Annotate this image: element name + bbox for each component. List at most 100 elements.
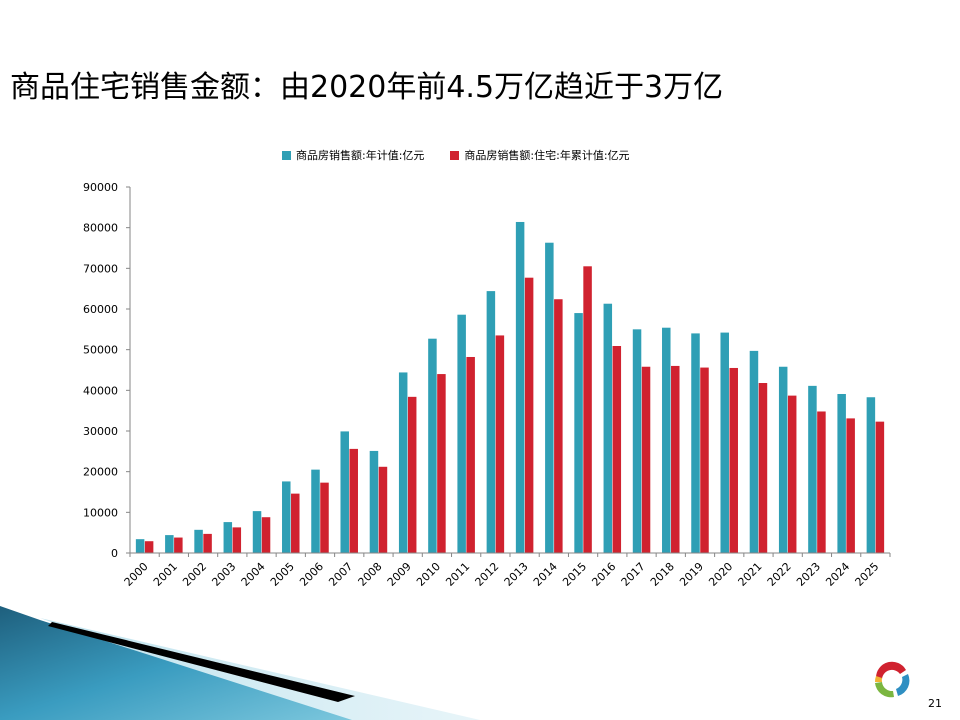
x-tick-label-2024: 2024 [823, 560, 852, 589]
x-tick-label-2016: 2016 [589, 560, 618, 589]
bar-series1-2005 [282, 481, 291, 553]
bar-series1-2024 [837, 393, 846, 553]
decoration-black-stroke [48, 622, 355, 702]
bar-series1-2012 [486, 291, 496, 553]
x-tick-label-2006: 2006 [297, 560, 326, 589]
bar-series2-2003 [232, 527, 242, 553]
x-tick-label-2020: 2020 [706, 560, 735, 589]
x-tick-label-2010: 2010 [414, 560, 443, 589]
x-tick-label-2008: 2008 [356, 560, 385, 589]
bar-series1-2017 [632, 329, 642, 553]
bar-series2-2006 [320, 482, 329, 553]
y-tick-label-0: 0 [111, 547, 118, 560]
slide-title: 商品住宅销售金额：由2020年前4.5万亿趋近于3万亿 [10, 70, 724, 105]
x-tick-label-2017: 2017 [619, 560, 648, 589]
y-tick-label-40000: 40000 [83, 384, 118, 397]
company-logo [874, 661, 910, 698]
x-tick-label-2003: 2003 [209, 560, 238, 589]
bar-series2-2008 [378, 466, 388, 553]
bar-series2-2025 [875, 421, 885, 553]
bar-series2-2018 [671, 365, 680, 553]
x-tick-label-2004: 2004 [239, 560, 268, 589]
y-tick-label-10000: 10000 [83, 506, 118, 519]
bar-series2-2021 [758, 383, 768, 553]
bar-series1-2003 [223, 522, 233, 553]
x-tick-label-2009: 2009 [385, 560, 414, 589]
bar-series2-2002 [203, 533, 212, 553]
bar-series1-2008 [369, 450, 379, 553]
bar-series1-2018 [662, 327, 671, 553]
logo-teal-arc [896, 674, 910, 696]
bar-series1-2002 [194, 529, 203, 553]
x-tick-label-2022: 2022 [765, 560, 794, 589]
bar-series1-2023 [808, 385, 817, 553]
x-tick-label-2000: 2000 [122, 560, 151, 589]
logo-yellow-arc [874, 676, 882, 682]
y-tick-label-80000: 80000 [83, 222, 118, 235]
bar-series1-2011 [457, 314, 466, 553]
y-tick-label-50000: 50000 [83, 344, 118, 357]
y-tick-label-70000: 70000 [83, 262, 118, 275]
legend-label-series2: 商品房销售额:住宅:年累计值:亿元 [464, 149, 630, 162]
page-number: 21 [928, 697, 942, 710]
decoration-light-band [40, 618, 480, 720]
bar-series1-2004 [252, 511, 262, 553]
logo-red-arc [875, 661, 906, 679]
x-tick-label-2011: 2011 [443, 560, 472, 589]
bar-series1-2021 [749, 350, 759, 553]
bar-series2-2011 [466, 356, 475, 553]
y-tick-label-30000: 30000 [83, 425, 118, 438]
x-tick-label-2018: 2018 [648, 560, 677, 589]
bar-series2-2023 [817, 411, 826, 553]
legend-item-series2: 商品房销售额:住宅:年累计值:亿元 [450, 147, 630, 163]
bar-series1-2019 [691, 333, 700, 553]
bar-series1-2015 [574, 313, 583, 553]
chart-legend: 商品房销售额:年计值:亿元 商品房销售额:住宅:年累计值:亿元 [282, 146, 656, 164]
x-tick-label-2014: 2014 [531, 560, 560, 589]
bar-series1-2014 [545, 242, 554, 554]
y-tick-label-90000: 90000 [83, 181, 118, 194]
x-tick-label-2005: 2005 [268, 560, 297, 589]
x-tick-label-2007: 2007 [326, 560, 355, 589]
bar-series2-2001 [174, 537, 183, 553]
x-tick-label-2021: 2021 [736, 560, 765, 589]
bar-series2-2010 [437, 374, 446, 553]
y-tick-label-60000: 60000 [83, 303, 118, 316]
legend-swatch-series2 [450, 150, 460, 160]
bar-series2-2024 [846, 418, 855, 553]
bar-series1-2016 [603, 303, 613, 553]
bar-series2-2005 [291, 493, 300, 553]
bar-series2-2022 [787, 395, 797, 553]
x-tick-label-2002: 2002 [180, 560, 209, 589]
bar-series2-2017 [641, 366, 651, 553]
x-tick-label-2001: 2001 [151, 560, 180, 589]
bar-series2-2020 [729, 367, 738, 553]
bar-series2-2009 [407, 396, 417, 553]
x-tick-label-2013: 2013 [502, 560, 531, 589]
logo-green-arc [875, 682, 894, 698]
legend-label-series1: 商品房销售额:年计值:亿元 [296, 149, 425, 162]
bar-series1-2009 [398, 372, 408, 553]
x-tick-label-2023: 2023 [794, 560, 823, 589]
bar-series2-2015 [583, 266, 592, 553]
bar-series1-2010 [428, 338, 437, 553]
bar-series1-2000 [135, 539, 145, 553]
bar-series1-2022 [778, 366, 788, 553]
bar-series2-2000 [144, 541, 154, 553]
bar-series2-2012 [495, 335, 505, 553]
bar-series1-2001 [165, 535, 174, 553]
bar-series1-2025 [866, 397, 876, 553]
y-tick-label-20000: 20000 [83, 466, 118, 479]
legend-swatch-series1 [282, 150, 291, 160]
decoration-teal-wedge [0, 606, 352, 720]
bar-series2-2014 [554, 299, 563, 553]
bar-series2-2004 [261, 517, 271, 553]
bar-series2-2019 [700, 367, 709, 553]
bar-series1-2007 [340, 431, 349, 553]
x-tick-label-2015: 2015 [560, 560, 589, 589]
bar-series1-2006 [311, 469, 320, 553]
bar-series1-2013 [515, 221, 525, 553]
